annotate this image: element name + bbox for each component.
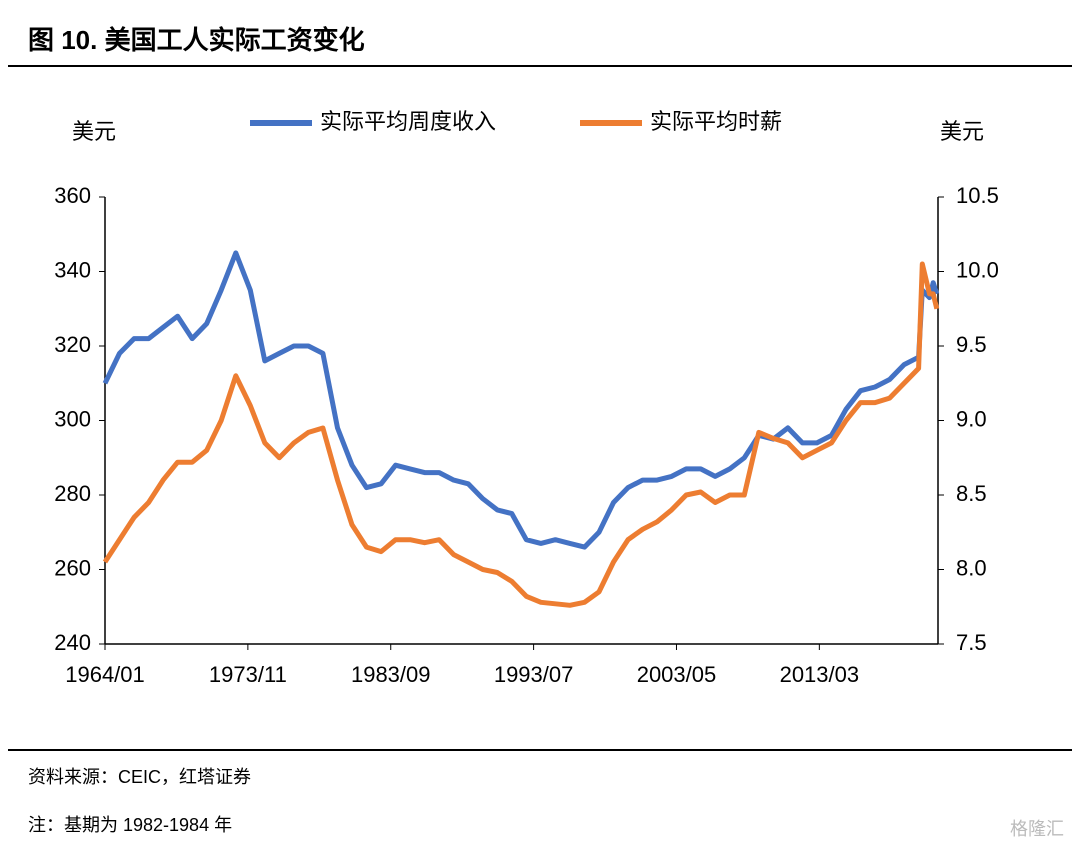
y-tick-label: 320 xyxy=(54,332,91,357)
base-note: 注：基期为 1982-1984 年 xyxy=(28,815,232,835)
y2-tick-label: 10.0 xyxy=(956,257,999,282)
y-tick-label: 360 xyxy=(54,183,91,208)
data-line xyxy=(102,261,940,608)
y2-tick-label: 9.0 xyxy=(956,406,987,431)
y2-tick-label: 8.5 xyxy=(956,481,987,506)
y2-tick-label: 10.5 xyxy=(956,183,999,208)
y-tick-label: 340 xyxy=(54,257,91,282)
x-tick-label: 1964/01 xyxy=(65,662,145,687)
y2-tick-label: 7.5 xyxy=(956,630,987,655)
y-tick-label: 260 xyxy=(54,555,91,580)
legend-label: 实际平均时薪 xyxy=(650,109,782,134)
x-tick-label: 1973/11 xyxy=(209,662,287,687)
figure-title: 图 10. 美国工人实际工资变化 xyxy=(28,25,365,55)
legend-label: 实际平均周度收入 xyxy=(320,109,496,134)
x-tick-label: 2013/03 xyxy=(780,662,860,687)
source-note: 资料来源：CEIC，红塔证券 xyxy=(28,767,251,787)
x-tick-label: 2003/05 xyxy=(637,662,717,687)
x-tick-label: 1983/09 xyxy=(351,662,431,687)
y-axis-label: 美元 xyxy=(72,119,116,144)
x-tick-label: 1993/07 xyxy=(494,662,574,687)
y-tick-label: 240 xyxy=(54,630,91,655)
y2-tick-label: 9.5 xyxy=(956,332,987,357)
y2-axis-label: 美元 xyxy=(940,119,984,144)
watermark: 格隆汇 xyxy=(1010,819,1064,839)
y2-tick-label: 8.0 xyxy=(956,555,987,580)
data-line xyxy=(102,250,940,550)
y-tick-label: 280 xyxy=(54,481,91,506)
y-tick-label: 300 xyxy=(54,406,91,431)
